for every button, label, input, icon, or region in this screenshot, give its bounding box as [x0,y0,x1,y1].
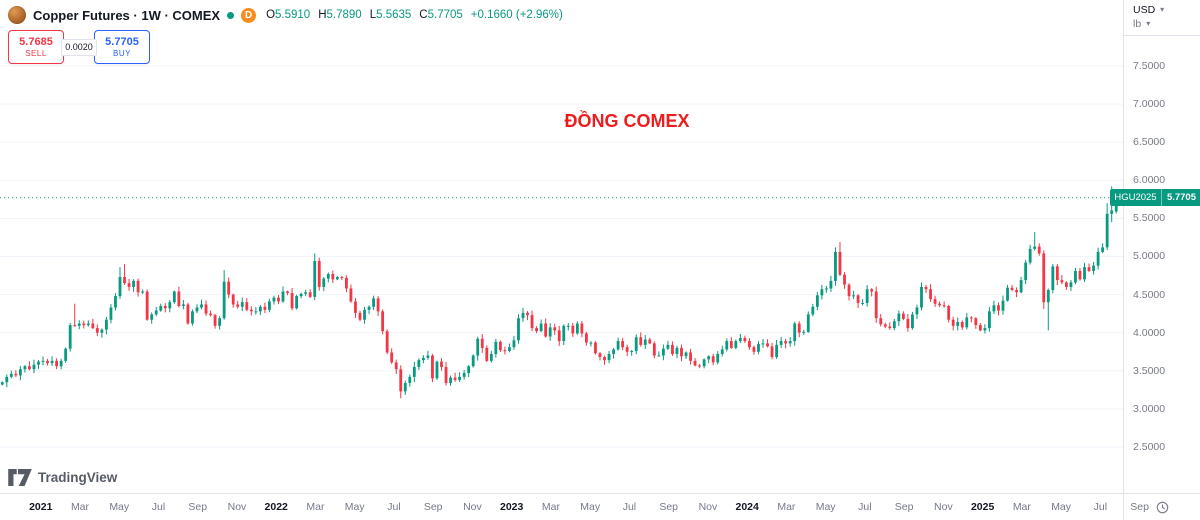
time-axis-label: Mar [70,501,90,513]
order-panel: 5.7685 SELL 0.0020 5.7705 BUY [8,30,150,64]
close-label: C [419,9,428,21]
candlestick-chart[interactable] [0,0,1123,493]
price-axis-label: 2.5000 [1133,440,1166,453]
grid-lines [0,65,1123,448]
price-axis-label: 3.5000 [1133,364,1166,377]
time-axis-label: Sep [188,501,208,513]
buy-price: 5.7705 [105,36,139,48]
price-axis[interactable]: USD ▾ lb ▾ HGU2025 5.7705 7.5000 7.0000 6.… [1110,0,1200,493]
buy-side-label: BUY [113,49,131,58]
chart-text-annotation[interactable]: ĐỒNG COMEX [564,111,690,131]
price-axis-label: 6.5000 [1133,136,1166,149]
price-axis-label: 4.5000 [1133,288,1166,301]
time-axis-label: Jul [858,501,872,513]
contract-code-label: HGU2025 [1110,188,1161,206]
time-axis-label: May [109,501,130,513]
high-label: H [318,9,327,21]
time-axis-label: 2023 [500,501,524,513]
time-axis-label: May [815,501,836,513]
unit-currency-label: USD [1133,4,1156,16]
unit-measure-select[interactable]: lb ▾ [1124,17,1200,31]
time-axis-label: 2022 [264,501,288,513]
time-axis-label: Mar [306,501,325,513]
open-value: 5.5910 [275,9,311,21]
chart-region[interactable]: ĐỒNG COMEX TradingView Copper Futures · … [0,0,1123,493]
price-axis-label: 7.5000 [1133,59,1166,72]
chevron-down-icon: ▾ [1146,19,1151,28]
time-axis-label: Mar [1012,501,1031,513]
open-label: O [266,9,276,21]
copper-symbol-icon[interactable] [8,6,26,24]
tradingview-logo-icon [8,469,32,486]
time-axis-label: Jul [1093,501,1108,513]
session-clock-icon[interactable] [1156,501,1169,514]
tradingview-logo[interactable]: TradingView [8,469,117,486]
time-axis-label: 2021 [29,501,53,513]
close-value: 5.7705 [427,9,463,21]
spread-value: 0.0020 [61,38,97,56]
tradingview-logo-text: TradingView [38,470,118,485]
price-axis-label: 3.0000 [1133,402,1166,415]
unit-currency-select[interactable]: USD ▾ [1124,3,1200,17]
time-axis-label: May [580,501,601,513]
sell-side-label: SELL [25,49,47,58]
change-value: +0.1660 (+2.96%) [470,9,563,21]
time-axis-label: Sep [1130,501,1149,513]
time-axis-label: Jul [151,501,166,513]
current-price-value: 5.7705 [1160,188,1200,206]
time-axis-label: May [1051,501,1072,513]
time-axis-label: May [344,501,365,513]
time-axis-label: Nov [463,501,482,513]
price-axis-label: 7.0000 [1133,98,1166,111]
price-axis-label: 6.0000 [1133,174,1166,187]
symbol-header: Copper Futures · 1W · COMEX D O5.5910 H5… [8,6,563,24]
sell-button[interactable]: 5.7685 SELL [8,30,64,64]
sell-price: 5.7685 [19,36,53,48]
time-axis-label: Nov [698,501,718,513]
time-axis-label: 2025 [970,501,995,513]
low-label: L [369,9,377,21]
unit-measure-label: lb [1133,18,1142,30]
time-axis-label: Mar [541,501,560,513]
current-price-tag[interactable]: HGU2025 5.7705 [1110,188,1200,206]
time-axis-label: Jul [622,501,637,513]
time-axis-label: Sep [423,501,443,513]
high-value: 5.7890 [326,9,362,21]
price-axis-label: 5.0000 [1133,250,1166,263]
price-axis-label: 4.0000 [1133,326,1166,339]
price-axis-label: 5.5000 [1133,212,1166,225]
time-axis[interactable]: 2021 Mar May Jul Sep Nov 2022 Mar May Jul Sep Nov 20… [0,493,1200,520]
time-axis-label: Sep [659,501,678,513]
delayed-data-badge[interactable]: D [241,7,257,23]
candlesticks[interactable] [0,186,1118,399]
time-axis-label: Jul [387,501,401,513]
time-axis-label: Nov [227,501,247,513]
time-axis-label: 2024 [735,501,759,513]
buy-button[interactable]: 5.7705 BUY [94,30,150,64]
time-axis-label: Nov [934,501,953,513]
time-axis-label: Mar [777,501,796,513]
time-axis-label: Sep [894,501,914,513]
symbol-title[interactable]: Copper Futures · 1W · COMEX [33,7,221,23]
low-value: 5.5635 [376,9,412,21]
axis-corner [1123,494,1200,520]
unit-selector: USD ▾ lb ▾ [1124,0,1200,36]
market-status-icon [227,11,235,19]
chevron-down-icon: ▾ [1160,5,1165,14]
ohlc-readout: O5.5910 H5.7890 L5.5635 C5.7705 +0.1660 … [266,9,563,21]
